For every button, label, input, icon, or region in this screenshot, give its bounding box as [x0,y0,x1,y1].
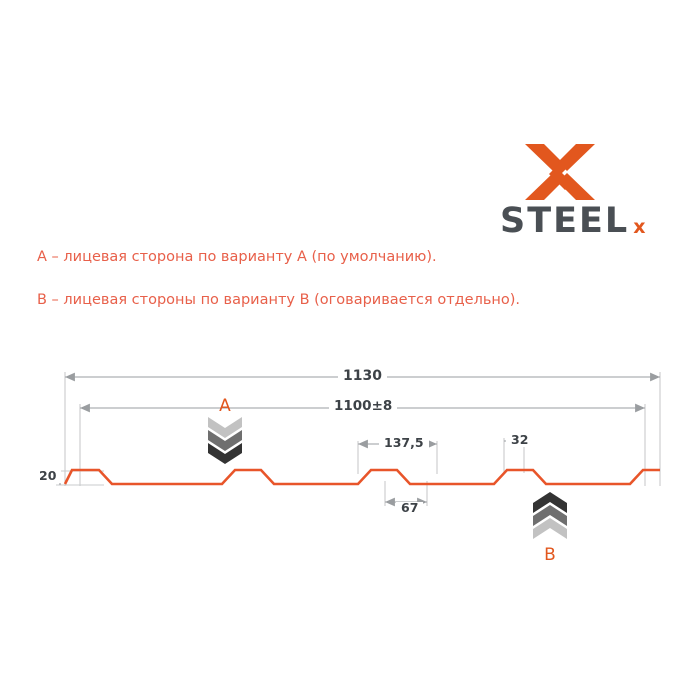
side-marker-b-letter: B [544,545,556,565]
legend-line-b: B – лицевая стороны по варианту B (огова… [37,292,521,308]
chevron-up-icon [533,492,567,539]
logo-text-steel: STEEL [500,201,630,241]
dimension-label-profile-height: 20 [34,469,62,483]
side-marker-a: A [208,398,242,470]
logo-text-x-suffix: x [633,216,646,238]
dimension-label-overall-width: 1130 [338,369,387,383]
side-marker-b: B [533,492,567,566]
side-marker-a-letter: A [219,396,231,416]
steelx-wordmark: STEEL x [500,201,660,241]
dimension-label-useful-width: 1100±8 [329,399,398,414]
profile-outline [63,468,660,486]
dimension-label-crest-width: 32 [506,433,534,447]
extension-lines [56,372,661,506]
dimension-label-valley-width: 67 [396,501,424,515]
dimension-label-wave-pitch: 137,5 [379,436,429,450]
legend-line-a: A – лицевая сторона по варианту A (по ум… [37,249,437,265]
chevron-down-icon [208,417,242,464]
steelx-logo: STEEL x [500,142,660,242]
steelx-x-mark-icon [524,142,596,202]
